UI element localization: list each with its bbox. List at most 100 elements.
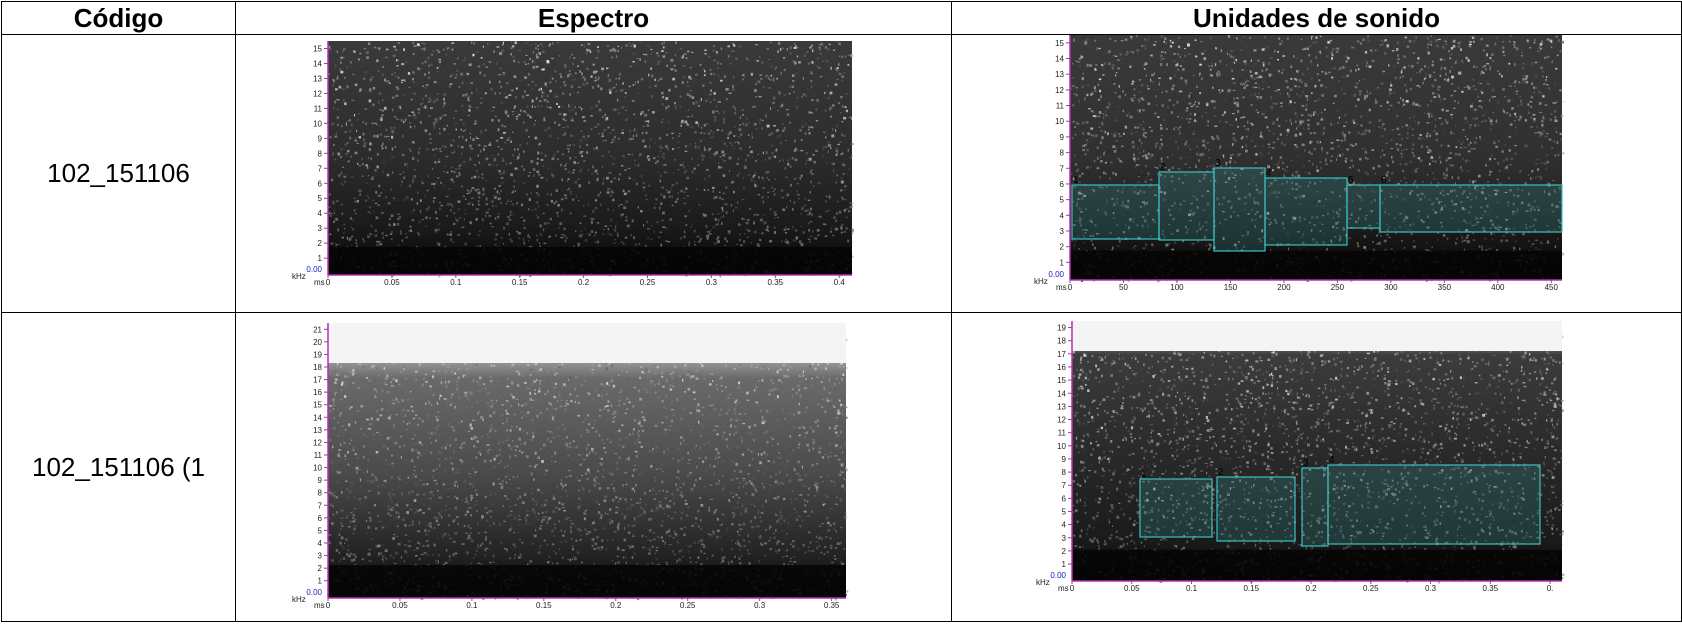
y-tick-label: 15 [1055, 39, 1064, 48]
x-tick-label: 0.05 [1124, 584, 1140, 593]
y-tick-label: 7 [318, 164, 323, 173]
sound-unit-box [1264, 177, 1348, 246]
x-tick-label: 0.35 [824, 601, 840, 610]
y-tick-label: 11 [1056, 102, 1065, 111]
x-tick-label: 0 [326, 601, 331, 610]
y-tick-label: 14 [313, 413, 322, 422]
y-unit-label: kHz [292, 595, 306, 604]
y-tick-label: 16 [1057, 363, 1066, 372]
y-tick-label: 4 [1060, 211, 1065, 220]
spectrogram-image [328, 41, 852, 275]
y-tick-label: 6 [318, 514, 323, 523]
y-tick-label: 12 [1057, 416, 1066, 425]
x-tick-label: 0.1 [450, 278, 462, 287]
x-tick-label: 0.25 [1363, 584, 1379, 593]
x-tick-label: 0.2 [610, 601, 622, 610]
x-tick-label: 400 [1491, 283, 1505, 292]
spectrogram-top-band [1072, 321, 1562, 351]
y-tick-label: 5 [1062, 507, 1067, 516]
spectrogram-floor [328, 565, 846, 598]
x-unit-label: ms [1058, 584, 1069, 593]
spectrogram-image [328, 323, 846, 598]
x-tick-label: 300 [1384, 283, 1398, 292]
y-tick-label: 12 [313, 89, 322, 98]
sound-unit-label: 3 [1215, 158, 1221, 169]
y-tick-label: 19 [1057, 324, 1066, 333]
y-tick-label: 14 [1057, 389, 1066, 398]
sound-unit-box [1216, 476, 1296, 542]
y-tick-label: 17 [1057, 350, 1066, 359]
sound-unit-box [1139, 478, 1213, 538]
y-unit-label: kHz [1034, 277, 1048, 286]
y-tick-label: 5 [318, 194, 323, 203]
y-tick-label: 19 [313, 350, 322, 359]
spectrogram-floor [328, 246, 852, 275]
x-tick-label: 250 [1331, 283, 1345, 292]
sound-unit-label: 5 [1348, 175, 1354, 186]
y-tick-label: 5 [318, 526, 323, 535]
x-tick-label: 0.05 [392, 601, 408, 610]
x-tick-label: 0.15 [512, 278, 528, 287]
x-tick-label: 450 [1545, 283, 1559, 292]
y-tick-label: 1 [1060, 258, 1065, 267]
y-tick-label: 10 [1055, 117, 1064, 126]
sound-unit-label: 1 [1141, 469, 1147, 480]
y-tick-label: 1 [1062, 560, 1067, 569]
x-tick-label: 0 [1068, 283, 1073, 292]
x-tick-label: 0.3 [706, 278, 718, 287]
spectrogram-floor [1072, 549, 1562, 581]
row-1-units-cell: 15 14 13 12 11 10 9 8 7 6 5 4 3 2 1 0.00 kHz ms 0 50 100 150 2… [951, 34, 1682, 313]
y-tick-label: 14 [1055, 55, 1064, 64]
x-tick-label: 0.25 [680, 601, 696, 610]
x-unit-label: ms [1056, 283, 1067, 292]
y-tick-label: 9 [1060, 133, 1065, 142]
y-tick-label: 11 [314, 451, 323, 460]
y-tick-label: 13 [313, 74, 322, 83]
sound-unit-box [1379, 184, 1563, 233]
y-tick-label: 13 [1055, 70, 1064, 79]
x-tick-label: 0 [1070, 584, 1075, 593]
x-tick-label: 50 [1119, 283, 1128, 292]
row-1-spectrum-cell: 15 14 13 12 11 10 9 8 7 6 5 4 3 2 1 0.00 kHz ms 0 0.05 0.1 0.… [235, 34, 952, 313]
y-tick-label: 8 [1062, 468, 1067, 477]
sound-unit-box [1346, 184, 1381, 229]
y-tick-label: 3 [318, 552, 323, 561]
y-tick-label: 10 [1057, 442, 1066, 451]
y-tick-label: 13 [313, 426, 322, 435]
y-tick-label: 10 [313, 464, 322, 473]
x-tick-label: 0.35 [1483, 584, 1499, 593]
y-tick-label: 12 [1055, 86, 1064, 95]
x-tick-label: 0.25 [640, 278, 656, 287]
y-tick-label: 17 [313, 376, 322, 385]
y-tick-label: 7 [318, 501, 323, 510]
y-tick-label: 1 [318, 577, 323, 586]
sound-unit-box [1213, 167, 1266, 252]
y-tick-label: 4 [318, 539, 323, 548]
y-tick-label: 12 [313, 438, 322, 447]
y-origin-label: 0.00 [1048, 270, 1064, 279]
x-tick-label: 0.05 [384, 278, 400, 287]
x-tick-label: 0.15 [1243, 584, 1259, 593]
y-tick-label: 6 [318, 179, 323, 188]
y-tick-label: 8 [1060, 149, 1065, 158]
y-tick-label: 8 [318, 489, 323, 498]
sound-unit-box [1301, 467, 1329, 547]
y-tick-label: 7 [1062, 481, 1067, 490]
spectrogram-top-band [328, 323, 846, 363]
header-unidades: Unidades de sonido [951, 1, 1682, 35]
spectrogram-noise [1070, 35, 1565, 283]
x-tick-label: 100 [1170, 283, 1184, 292]
y-tick-label: 4 [1062, 521, 1067, 530]
x-tick-label: 0.1 [466, 601, 478, 610]
spectrogram-image [1072, 321, 1562, 581]
y-tick-label: 9 [318, 134, 323, 143]
y-origin-label: 0.00 [306, 588, 322, 597]
x-tick-label: 0 [326, 278, 331, 287]
sound-unit-label: 2 [1160, 162, 1166, 173]
y-tick-label: 18 [1057, 337, 1066, 346]
sound-unit-label: 6 [1381, 175, 1387, 186]
y-tick-label: 6 [1062, 494, 1067, 503]
